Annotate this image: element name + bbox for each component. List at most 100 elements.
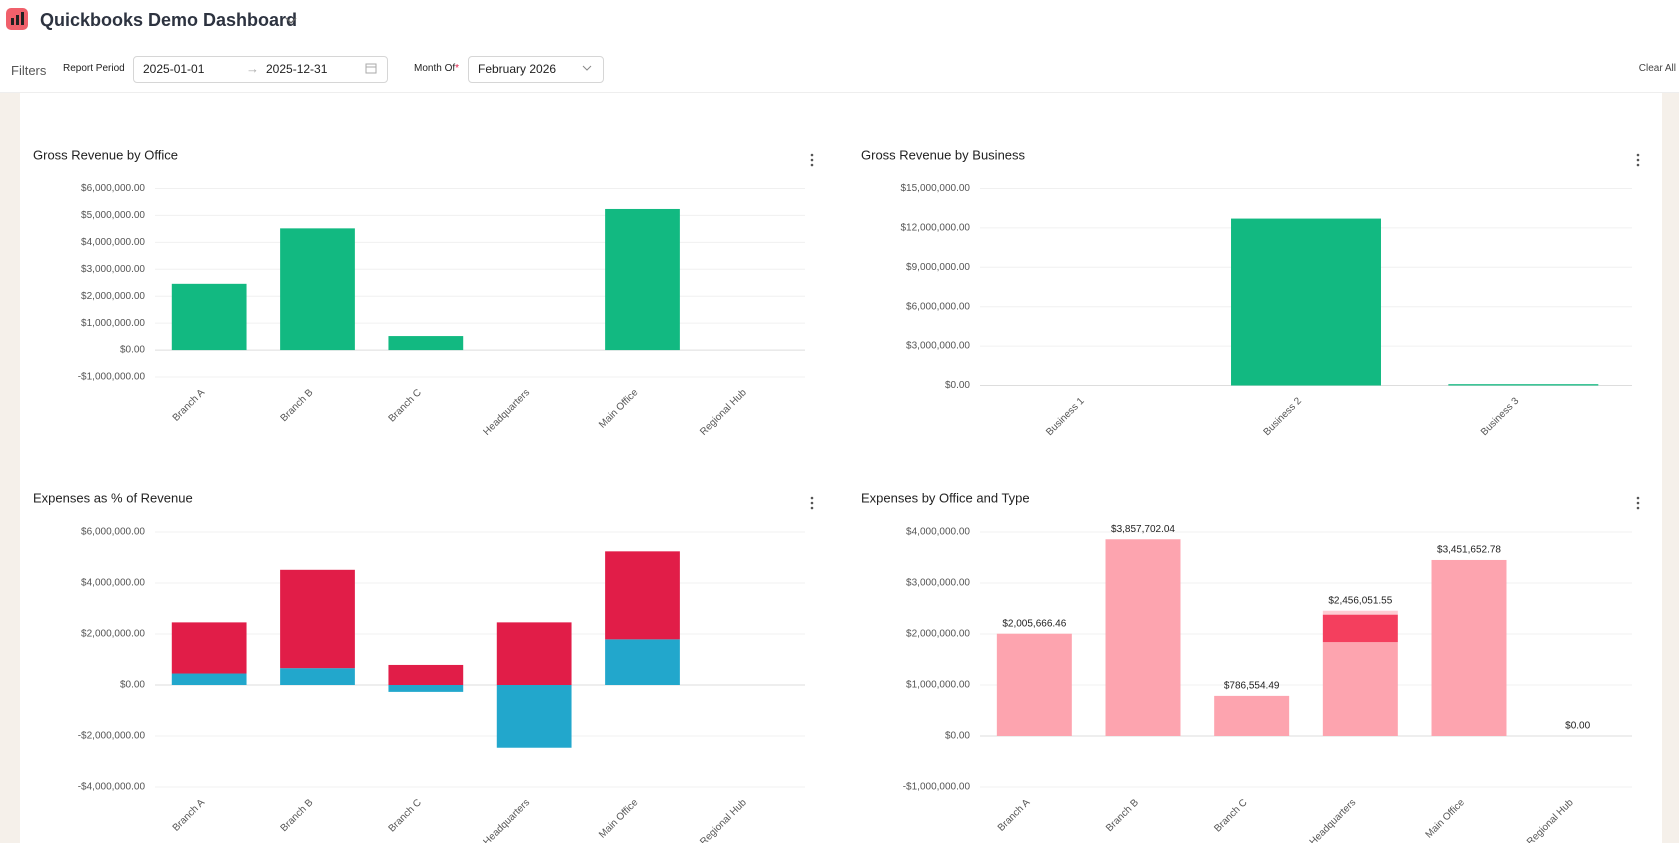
bar-segment [280,569,355,669]
y-tick-label: $12,000,000.00 [900,223,970,234]
bar-segment [171,622,247,674]
y-tick-label: $4,000,000.00 [81,237,145,248]
menu-dots[interactable] [810,496,814,510]
x-tick-label: Branch A [996,797,1033,834]
x-tick-label: Branch B [1104,797,1141,834]
y-tick-label: $15,000,000.00 [900,183,970,194]
total-label: $2,456,051.55 [1328,595,1392,606]
x-tick-label: Branch C [387,797,424,834]
y-tick-label: $0.00 [120,345,145,356]
dashboard-title[interactable]: Quickbooks Demo Dashboard [40,10,298,30]
y-tick-label: $1,000,000.00 [906,680,970,691]
bar-segment [605,639,680,685]
x-tick-label: Branch B [279,797,316,834]
charts: Gross Revenue by Office -$1,000,000.00 $0.… [33,147,1640,843]
start-date[interactable]: 2025-01-01 [143,62,205,76]
y-tick-label: $6,000,000.00 [81,527,145,538]
divider [0,92,1679,93]
chart-title: Gross Revenue by Office [33,147,178,162]
y-tick-label: $1,000,000.00 [81,318,145,329]
required-marker: * [455,63,460,74]
y-tick-label: $0.00 [945,380,970,391]
x-tick-label: Business 2 [1262,395,1305,438]
date-range-input[interactable] [133,56,388,83]
icon-graphic [11,12,24,25]
range-arrow: → [246,61,259,76]
chart-title: Gross Revenue by Business [861,147,1026,162]
x-tick-label: Headquarters [482,387,533,438]
title-chevron[interactable] [284,15,298,25]
bar-segment [171,673,247,685]
y-tick-label: -$1,000,000.00 [78,372,146,383]
x-tick-label: Headquarters [482,797,533,843]
x-tick-label: Regional Hub [698,387,749,438]
bar-segment [1214,695,1290,736]
total-label: $3,857,702.04 [1111,524,1175,535]
y-tick-label: $0.00 [120,680,145,691]
bar [1448,384,1599,386]
page-edge-right [1662,92,1679,843]
x-tick-label: Main Office [597,797,641,841]
y-tick-label: $0.00 [945,731,970,742]
y-tick-label: $6,000,000.00 [81,183,145,194]
bar-segment [496,685,572,748]
select-chevron[interactable] [581,64,593,72]
bar-segment [1105,539,1181,736]
end-date[interactable]: 2025-12-31 [266,62,328,76]
y-tick-label: -$2,000,000.00 [78,731,146,742]
y-tick-label: $9,000,000.00 [906,262,970,273]
y-tick-label: -$1,000,000.00 [903,782,971,793]
bar [171,283,247,351]
calendar-icon[interactable] [365,62,377,74]
y-tick-label: $4,000,000.00 [906,527,970,538]
bar-segment [996,633,1072,736]
bar-segment [280,668,355,685]
y-tick-label: $2,000,000.00 [81,291,145,302]
app-icon[interactable] [6,8,28,30]
x-tick-label: Main Office [1424,797,1468,841]
menu-dots[interactable] [1636,153,1640,167]
month-value[interactable]: February 2026 [478,62,557,76]
y-tick-label: $2,000,000.00 [906,629,970,640]
y-tick-label: $6,000,000.00 [906,301,970,312]
y-tick-label: $3,000,000.00 [906,578,970,589]
month-of-text: Month Of [414,63,456,74]
y-tick-label: $4,000,000.00 [81,578,145,589]
month-of-label: Month Of* [414,63,459,74]
bar [1231,218,1381,386]
y-tick-label: $3,000,000.00 [81,264,145,275]
bar [605,208,680,351]
bar-segment [1322,610,1398,615]
total-label: $786,554.49 [1224,681,1280,692]
bar [280,228,355,351]
month-select[interactable] [468,56,604,83]
y-tick-label: $5,000,000.00 [81,210,145,221]
page-edge-left [0,92,20,843]
x-tick-label: Branch A [171,387,208,424]
clear-all[interactable]: Clear All [1638,63,1676,74]
menu-dots[interactable] [810,153,814,167]
y-tick-label: -$4,000,000.00 [78,782,146,793]
menu-dots[interactable] [1636,496,1640,510]
bar-segment [1431,559,1507,736]
y-tick-label: $3,000,000.00 [906,341,970,352]
x-tick-label: Main Office [597,387,641,431]
x-tick-label: Business 3 [1479,395,1522,438]
bar-segment [388,664,464,685]
x-tick-label: Branch C [1212,797,1249,834]
filters-label: Filters [11,63,47,78]
chart-title: Expenses as % of Revenue [33,490,193,505]
bar-segment [1322,642,1398,736]
x-tick-label: Branch C [387,387,424,424]
total-label: $2,005,666.46 [1002,618,1066,629]
bar-segment [388,685,464,692]
bar-segment [496,622,572,685]
report-period-label: Report Period [63,63,125,74]
x-tick-label: Branch B [279,387,316,424]
chart-title: Expenses by Office and Type [861,490,1030,505]
x-tick-label: Regional Hub [698,797,749,843]
total-label: $3,451,652.78 [1437,545,1501,556]
bar [388,336,464,351]
total-label: $0.00 [1565,721,1590,732]
